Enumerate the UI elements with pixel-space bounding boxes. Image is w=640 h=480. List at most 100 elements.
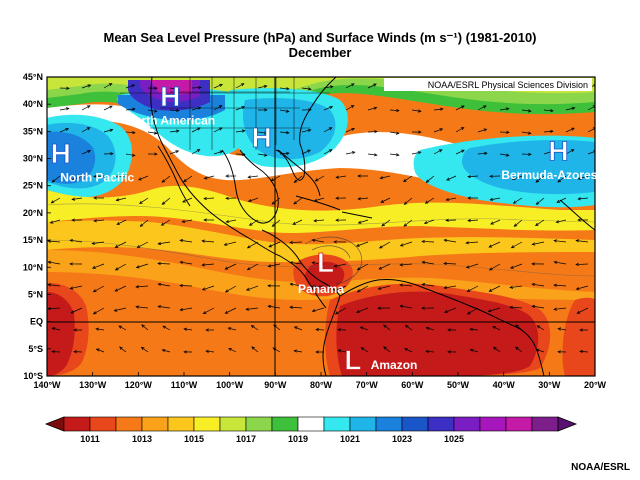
wind-arrow	[290, 306, 303, 309]
wind-arrow-head	[333, 264, 338, 268]
wind-arrow	[202, 263, 215, 266]
wind-arrow	[426, 175, 435, 183]
wind-arrow	[141, 324, 149, 331]
wind-arrow-head	[203, 176, 208, 180]
wind-arrow	[338, 350, 347, 353]
wind-arrow-head	[571, 127, 575, 131]
wind-arrow-head	[224, 289, 229, 293]
lon-tick-label: 70°W	[356, 380, 379, 390]
wind-arrow-head	[489, 197, 494, 201]
wind-arrow	[162, 349, 171, 353]
wind-arrow-head	[219, 150, 224, 154]
wind-arrow-head	[403, 201, 408, 205]
wind-arrow-head	[383, 324, 387, 328]
lon-tick-label: 40°W	[493, 380, 516, 390]
wind-arrow	[360, 326, 369, 331]
wind-arrow	[206, 350, 215, 353]
wind-arrow-head	[577, 197, 581, 201]
wind-arrow	[162, 325, 171, 331]
wind-arrow	[81, 127, 90, 133]
wind-arrow	[404, 197, 413, 205]
wind-arrow-head	[488, 267, 493, 271]
lat-tick-label: 5°N	[28, 289, 43, 299]
wind-arrow-head	[307, 149, 311, 153]
pressure-system-label: Bermuda-Azores	[501, 168, 597, 182]
wind-arrow	[289, 241, 303, 243]
wind-arrow-head	[86, 127, 91, 131]
wind-arrow	[579, 351, 589, 353]
lat-tick-label: 40°N	[23, 99, 43, 109]
wind-arrow-head	[181, 219, 186, 223]
wind-arrow-head	[135, 285, 139, 289]
wind-arrow	[115, 263, 127, 271]
wind-arrow	[48, 307, 61, 310]
wind-arrow	[118, 325, 127, 331]
wind-arrow-head	[161, 201, 166, 205]
wind-arrow	[433, 108, 443, 111]
wind-arrow-head	[114, 244, 119, 248]
wind-arrow	[345, 151, 355, 155]
wind-arrow	[477, 152, 487, 155]
wind-arrow	[228, 348, 237, 353]
wind-arrow-head	[487, 309, 492, 313]
wind-arrow	[271, 175, 281, 182]
lon-tick-label: 90°W	[264, 380, 287, 390]
wind-arrow	[182, 219, 193, 223]
wind-arrow-head	[241, 106, 246, 110]
wind-arrow-head	[418, 130, 422, 134]
wind-arrow	[400, 305, 413, 309]
wind-arrow	[356, 241, 369, 247]
wind-arrow	[422, 283, 435, 287]
lon-tick-label: 100°W	[216, 380, 244, 390]
colorbar-swatch	[193, 416, 221, 432]
lat-tick-label: 25°N	[23, 181, 43, 191]
wind-arrow	[251, 346, 259, 353]
wind-arrow-head	[536, 325, 541, 329]
wind-arrow-head	[380, 199, 385, 203]
wind-arrow-head	[357, 220, 362, 224]
wind-arrow	[191, 149, 200, 155]
wind-arrow	[213, 105, 222, 111]
wind-arrow	[93, 285, 105, 293]
wind-arrow-head	[535, 222, 539, 227]
wind-arrow-head	[161, 179, 166, 183]
wind-arrow-head	[527, 109, 532, 113]
wind-arrow-head	[531, 304, 536, 309]
wind-arrow	[169, 87, 179, 90]
wind-arrow	[335, 307, 347, 315]
wind-arrow-head	[176, 108, 180, 113]
wind-arrow	[489, 285, 501, 292]
wind-arrow-head	[116, 221, 121, 225]
wind-arrow-head	[443, 238, 448, 243]
wind-arrow	[323, 127, 333, 133]
wind-arrow-head	[271, 201, 276, 205]
wind-arrow-head	[483, 128, 488, 132]
wind-arrow-head	[179, 260, 184, 265]
wind-arrow	[536, 325, 545, 331]
wind-arrow	[204, 175, 215, 179]
wind-arrow-head	[404, 324, 409, 329]
wind-arrow-head	[531, 242, 536, 246]
wind-arrow-head	[293, 179, 298, 183]
wind-arrow-head	[315, 350, 319, 354]
wind-arrow-head	[469, 327, 473, 332]
wind-arrow	[446, 175, 457, 181]
wind-arrow-head	[267, 304, 272, 309]
wind-arrow	[115, 175, 127, 177]
wind-arrow	[161, 219, 171, 226]
wind-arrow-head	[575, 262, 579, 267]
wind-arrow-head	[329, 106, 334, 110]
wind-arrow	[225, 285, 237, 293]
wind-arrow	[499, 153, 509, 156]
wind-arrow	[444, 285, 457, 289]
lat-tick-label: 15°N	[23, 235, 43, 245]
wind-arrow-head	[307, 128, 312, 132]
wind-arrow	[279, 109, 289, 112]
wind-arrow	[578, 197, 589, 200]
high-pressure-marker: H	[252, 122, 272, 153]
wind-arrow	[72, 197, 83, 200]
wind-arrow-head	[307, 87, 312, 91]
wind-arrow-head	[95, 348, 100, 352]
wind-arrow	[246, 285, 259, 291]
